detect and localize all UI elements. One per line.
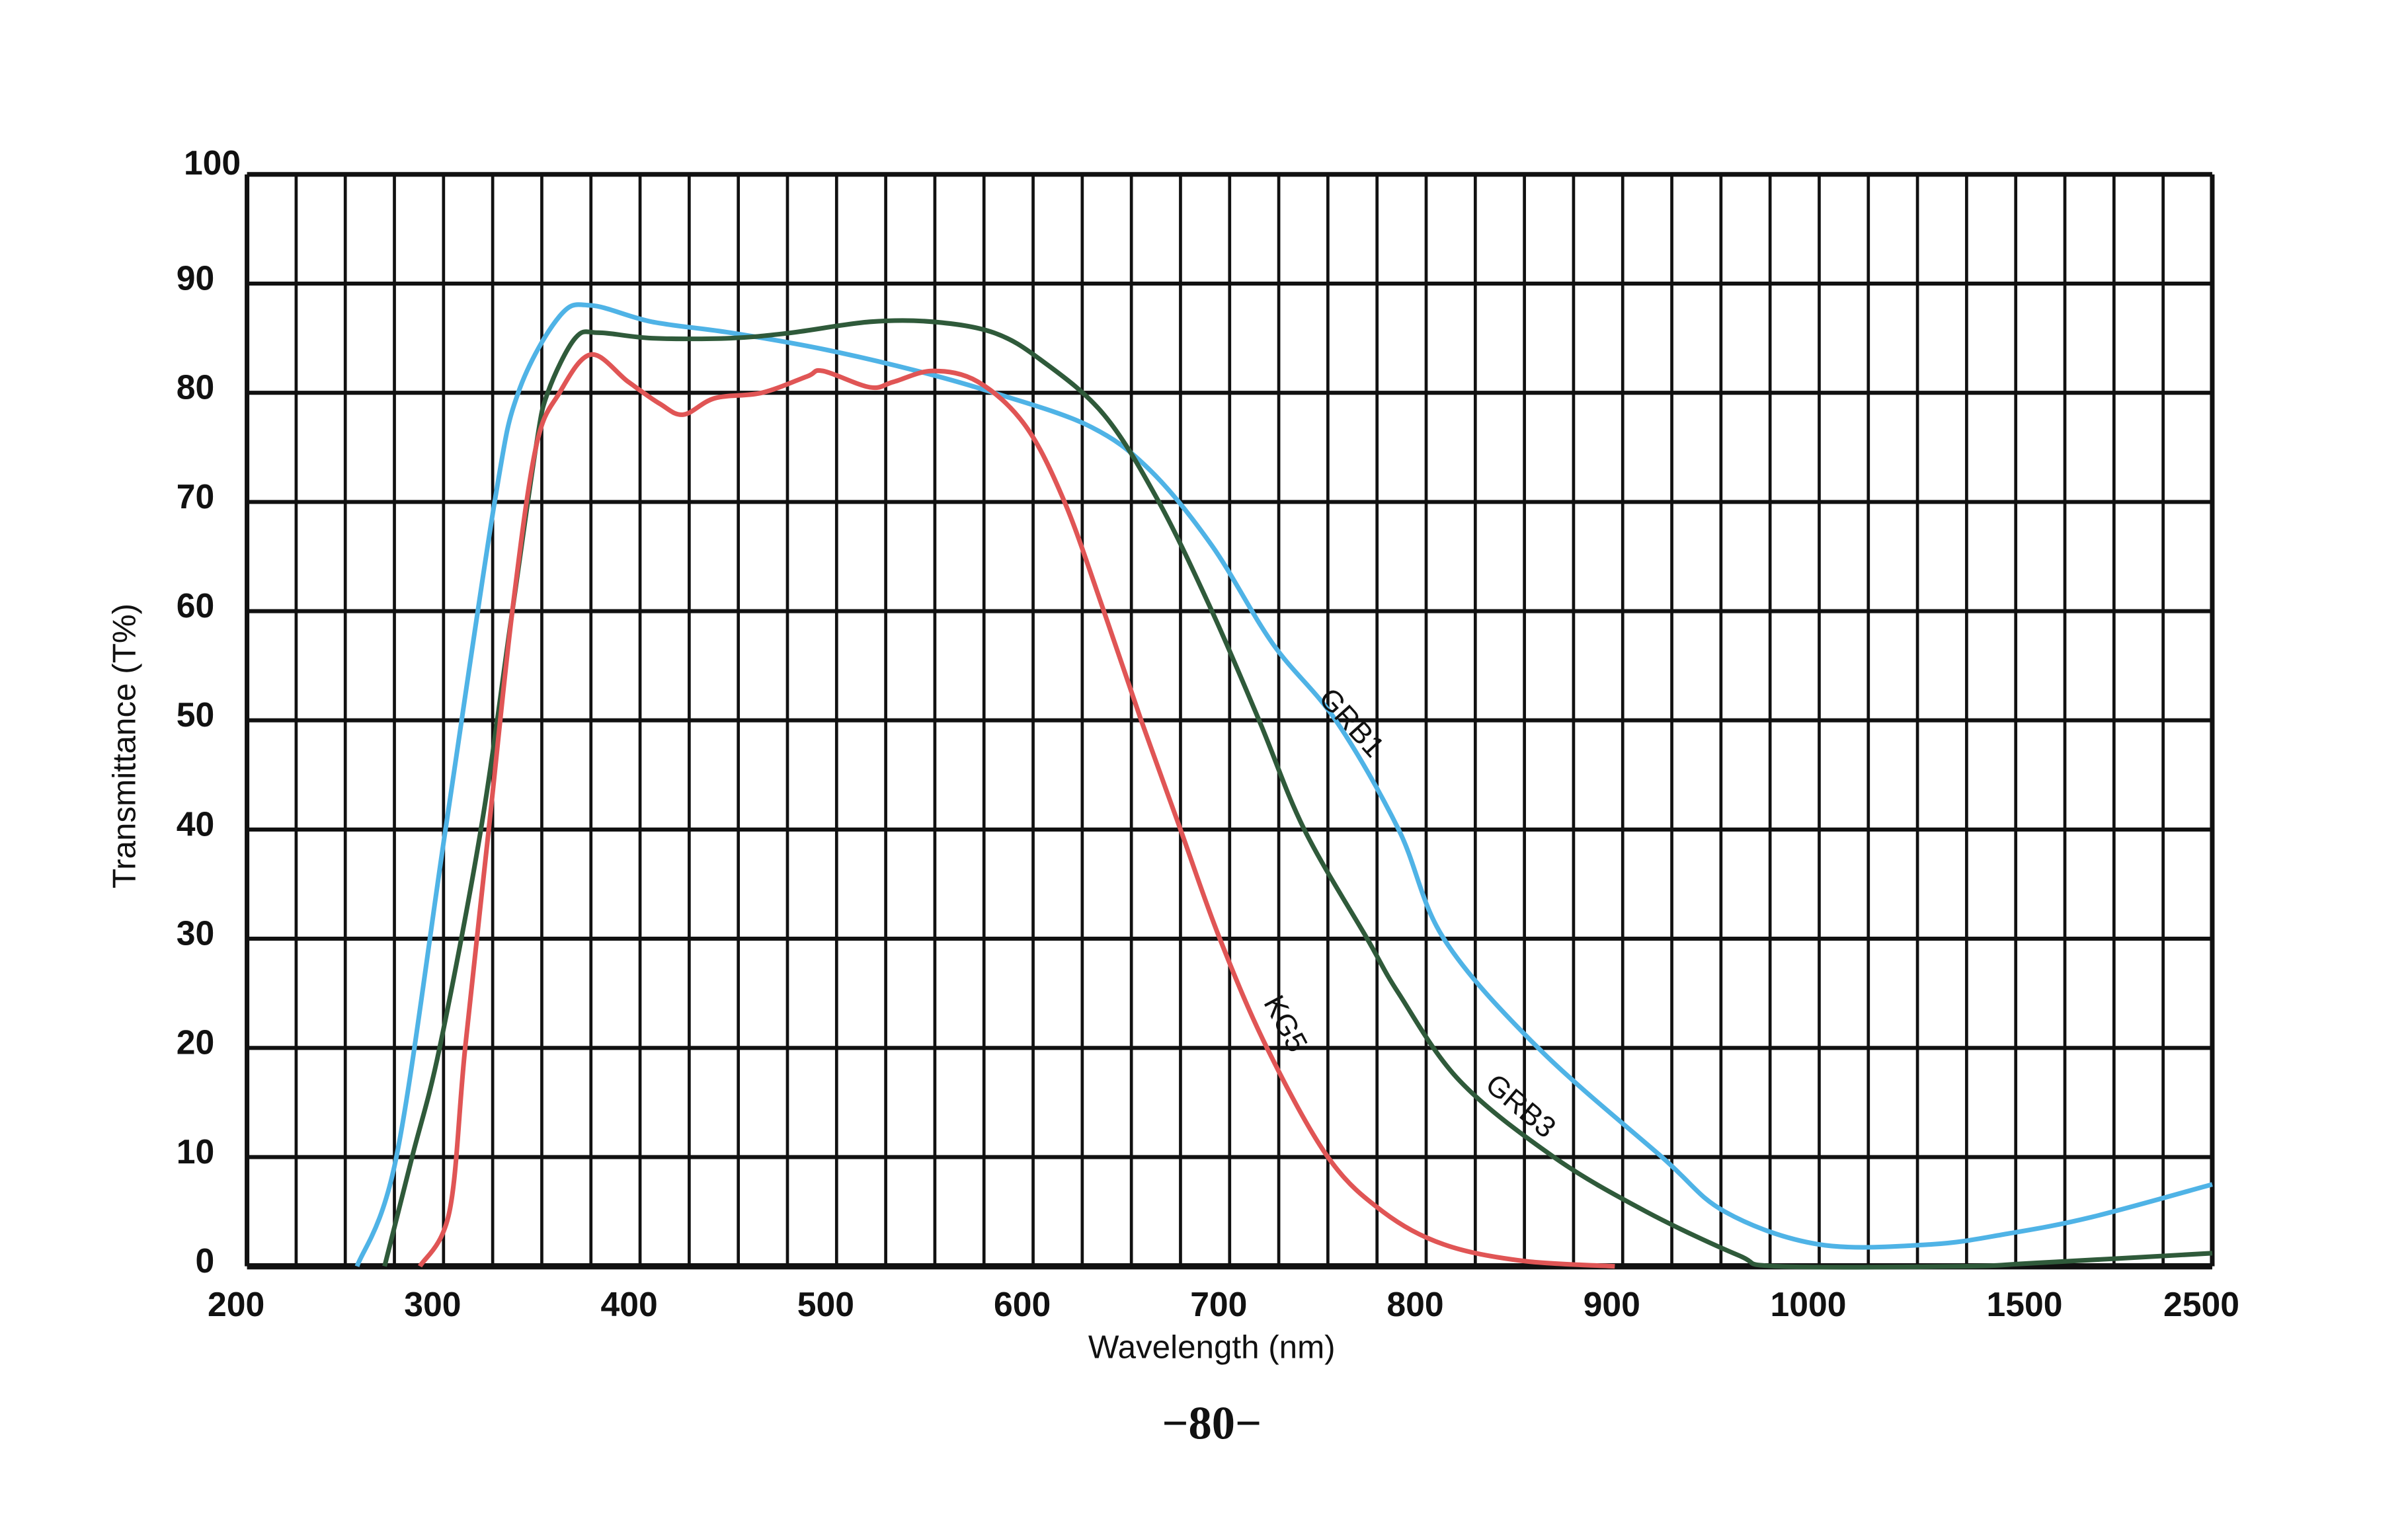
tick-labels: 200 300 400 500 600 700 800 900 1000 1500 2500 0 10 2…: [177, 143, 2239, 1323]
grid: [245, 172, 2215, 1270]
page-number: −80−: [1162, 1397, 1262, 1449]
y-tick-label: 30: [177, 914, 215, 952]
x-tick-label: 1500: [1986, 1285, 2062, 1323]
x-tick-label: 800: [1386, 1285, 1443, 1323]
y-tick-label: 100: [184, 143, 241, 182]
y-tick-label: 70: [177, 477, 215, 516]
x-tick-label: 600: [994, 1285, 1051, 1323]
curves: [354, 302, 2213, 1270]
x-tick-label: 400: [600, 1285, 657, 1323]
series-line-grb3: [382, 318, 2213, 1270]
series-line-grb1: [354, 302, 2213, 1267]
x-tick-label: 1000: [1771, 1285, 1847, 1323]
y-tick-label: 60: [177, 586, 215, 625]
x-tick-label: 300: [404, 1285, 461, 1323]
y-tick-label: 90: [177, 258, 215, 297]
y-tick-label: 0: [196, 1241, 215, 1280]
series-line-kg5: [418, 352, 1615, 1269]
x-tick-label: 200: [208, 1285, 264, 1323]
y-tick-label: 20: [177, 1023, 215, 1062]
y-axis-label: Transmittance (T%): [106, 604, 142, 888]
y-tick-label: 10: [177, 1132, 215, 1171]
y-tick-label: 50: [177, 695, 215, 734]
x-tick-label: 2500: [2163, 1285, 2239, 1323]
y-tick-label: 80: [177, 368, 215, 407]
x-tick-label: 700: [1190, 1285, 1247, 1323]
x-axis-label: Wavelength (nm): [1088, 1329, 1336, 1365]
series-label-grb1: GRB1: [1312, 682, 1390, 763]
y-tick-label: 40: [177, 804, 215, 843]
x-tick-label: 900: [1584, 1285, 1640, 1323]
x-tick-label: 500: [797, 1285, 854, 1323]
